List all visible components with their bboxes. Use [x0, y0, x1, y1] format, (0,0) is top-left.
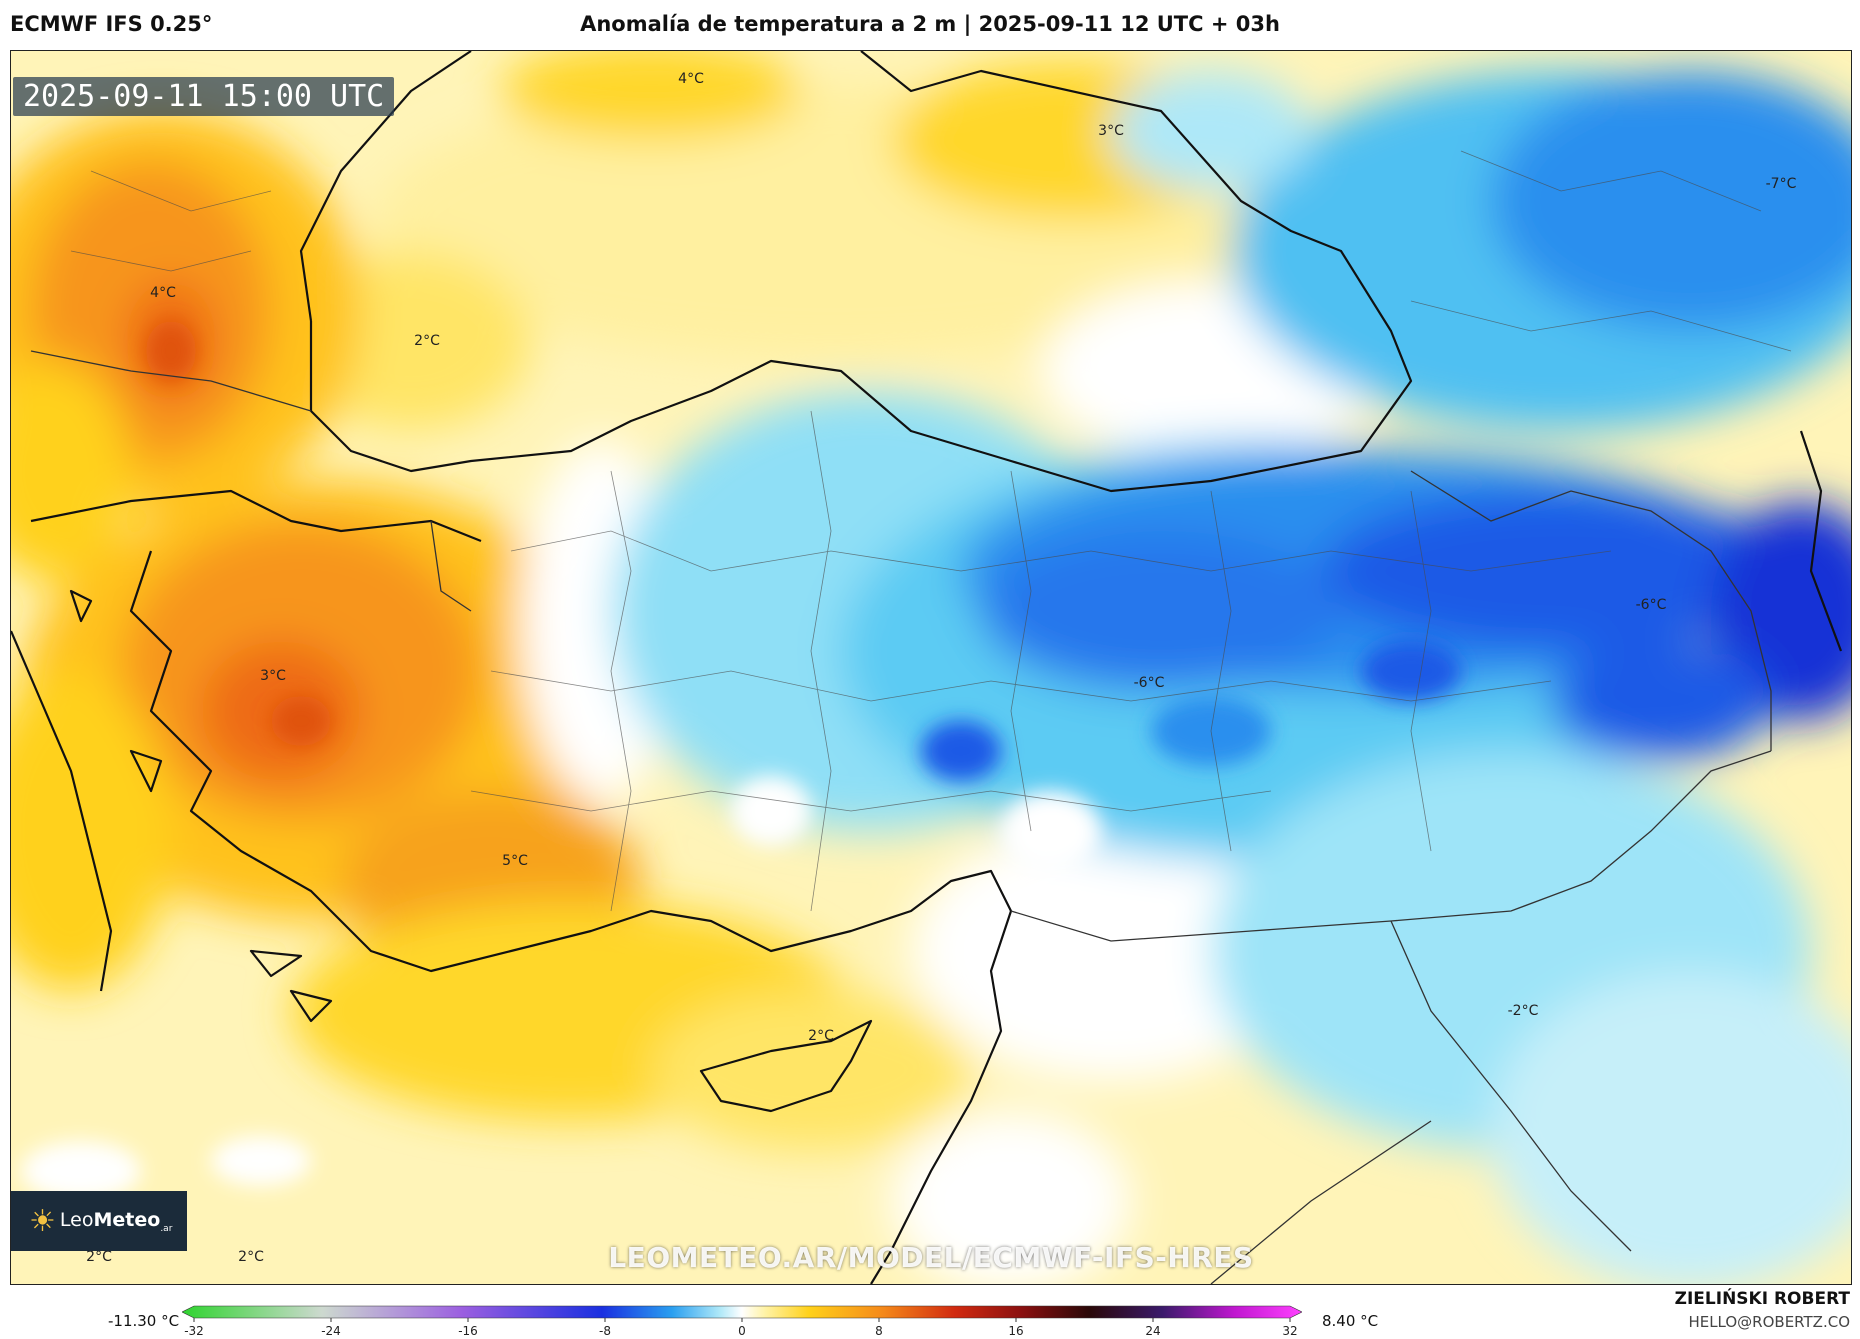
contour-label: -6°C: [1133, 675, 1165, 691]
contour-label: 3°C: [260, 668, 286, 684]
colorbar-tick-label: -8: [599, 1324, 611, 1338]
coastlines: [11, 51, 1843, 1284]
contour-label: -2°C: [1507, 1003, 1539, 1019]
colorbar-ramp: [182, 1305, 1302, 1319]
source-watermark: LEOMETEO.AR/MODEL/ECMWF-IFS-HRES: [608, 1241, 1254, 1274]
contour-label: 5°C: [502, 853, 528, 869]
colorbar-tick-label: 32: [1282, 1324, 1297, 1338]
colorbar-tick-label: -16: [458, 1324, 478, 1338]
contour-label: 4°C: [678, 71, 704, 87]
colorbar-tick-label: -32: [184, 1324, 204, 1338]
legend-max-label: 8.40 °C: [1322, 1312, 1379, 1330]
colorbar-ticks: -32 -24 -16 -8 0 8 16 24 32: [184, 1318, 1298, 1338]
contour-label: -7°C: [1765, 176, 1797, 192]
country-borders: [30, 350, 1772, 1284]
sun-icon: ☀: [29, 1203, 56, 1239]
contour-label: 2°C: [414, 333, 440, 349]
anomaly-field: [11, 51, 1851, 1284]
colorbar-tick-label: 0: [738, 1324, 746, 1338]
colorbar-tick-label: 8: [875, 1324, 883, 1338]
contour-label: 2°C: [86, 1249, 112, 1265]
smoothed-field: [11, 51, 1851, 1284]
colorbar-tick-label: -24: [321, 1324, 341, 1338]
map-title: Anomalía de temperatura a 2 m | 2025-09-…: [580, 12, 1280, 36]
contour-label: 3°C: [1098, 123, 1124, 139]
colorbar-tick-label: 24: [1145, 1324, 1160, 1338]
contour-label: 2°C: [238, 1249, 264, 1265]
model-label: ECMWF IFS 0.25°: [10, 12, 213, 36]
author-email: HELLO@ROBERTZ.CO: [1688, 1313, 1850, 1331]
map-canvas: 2025-09-11 15:00 UTC 4°C 3°C -7°C 4°C 2°…: [10, 50, 1852, 1285]
leometeo-logo: ☀ LeoMeteo.ar: [11, 1191, 187, 1251]
province-borders: [70, 150, 1792, 912]
contour-label: 4°C: [150, 285, 176, 301]
legend-min-label: -11.30 °C: [108, 1312, 180, 1330]
valid-time-badge: 2025-09-11 15:00 UTC: [13, 77, 395, 116]
colorbar-tick-label: 16: [1008, 1324, 1023, 1338]
contour-label: -6°C: [1635, 597, 1667, 613]
logo-wordmark: LeoMeteo.ar: [59, 1208, 173, 1234]
colorbar: -32 -24 -16 -8 0 8 16 24 32: [182, 1305, 1302, 1338]
author-name: ZIELIŃSKI ROBERT: [1674, 1289, 1850, 1309]
contour-label: 2°C: [808, 1028, 834, 1044]
